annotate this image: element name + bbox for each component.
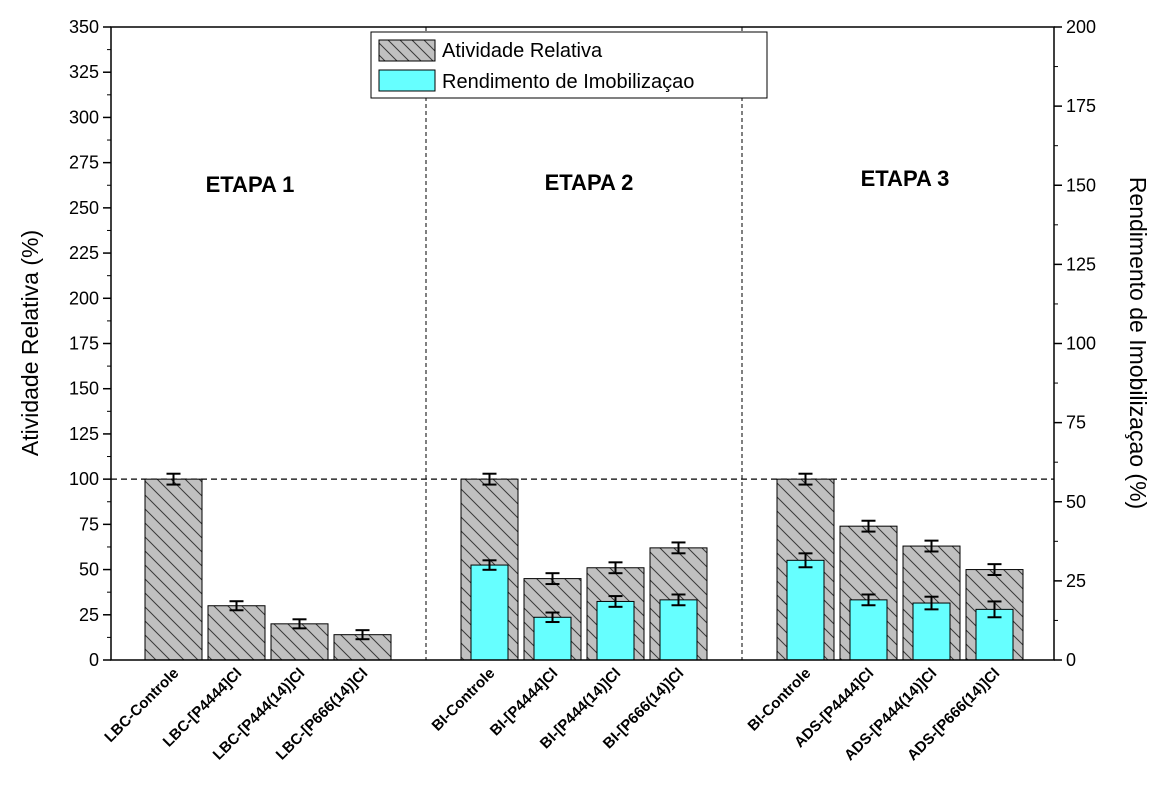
y2-tick-label-100: 100: [1066, 334, 1096, 354]
errorbar-rendimento-g2-4: [671, 593, 686, 607]
y-tick-label-150: 150: [69, 379, 99, 399]
legend-box: [370, 31, 768, 99]
errorbar-atividade-g3-1: [798, 472, 813, 486]
category-labels: LBC-ControleLBC-[P4444]ClLBC-[P444(14)]C…: [101, 665, 1003, 764]
bar-rendimento-g2-1: [470, 564, 509, 661]
errorbar-rendimento-g3-4: [987, 600, 1002, 619]
stage-label-3: ETAPA 3: [861, 166, 950, 191]
errorbar-atividade-g1-1: [166, 472, 181, 486]
reference-lines: [111, 27, 1054, 660]
y2-tick-label-75: 75: [1066, 413, 1086, 433]
y-tick-label-250: 250: [69, 198, 99, 218]
errorbar-rendimento-g2-1: [482, 559, 497, 571]
bar-atividade-g1-2: [207, 605, 266, 661]
y-tick-label-50: 50: [79, 560, 99, 580]
y2-tick-label-25: 25: [1066, 571, 1086, 591]
errorbar-atividade-g2-4: [671, 541, 686, 555]
bar-rendimento-g3-3: [912, 602, 951, 661]
y2-tick-label-125: 125: [1066, 254, 1096, 274]
category-label-g3-1: BI-Controle: [745, 665, 815, 735]
errorbar-atividade-g3-2: [861, 519, 876, 533]
y2-tick-label-50: 50: [1066, 492, 1086, 512]
errorbar-rendimento-g2-2: [545, 611, 560, 624]
errorbar-rendimento-g2-3: [608, 595, 623, 608]
y-tick-label-300: 300: [69, 107, 99, 127]
stage-label-1: ETAPA 1: [206, 172, 295, 197]
y-tick-label-25: 25: [79, 605, 99, 625]
y2-tick-label-200: 200: [1066, 17, 1096, 37]
bar-rendimento-g2-2: [533, 616, 572, 661]
errorbar-atividade-g1-3: [292, 618, 307, 630]
y-tick-label-325: 325: [69, 62, 99, 82]
y-tick-label-125: 125: [69, 424, 99, 444]
legend-swatch-rendimento: [378, 69, 436, 92]
y2-tick-label-150: 150: [1066, 175, 1096, 195]
y2-axis-title: Rendimento de Imobilizaçao (%): [1125, 177, 1149, 509]
y-axis-title: Atividade Relativa (%): [17, 230, 43, 456]
y-tick-label-175: 175: [69, 334, 99, 354]
bar-atividade-g1-1: [144, 478, 203, 661]
legend: Atividade Relativa Rendimento de Imobili…: [370, 31, 768, 99]
bar-rendimento-g3-2: [849, 599, 888, 661]
y-tick-label-200: 200: [69, 288, 99, 308]
errorbar-atividade-g3-4: [987, 563, 1002, 576]
y-tick-label-350: 350: [69, 17, 99, 37]
errorbar-rendimento-g3-3: [924, 595, 939, 611]
y-tick-label-225: 225: [69, 243, 99, 263]
bars: [144, 472, 1024, 661]
errorbar-atividade-g1-2: [229, 600, 244, 612]
errorbar-atividade-g2-2: [545, 572, 560, 586]
y-tick-label-75: 75: [79, 514, 99, 534]
legend-label-atividade: Atividade Relativa: [442, 40, 603, 62]
category-label-g2-1: BI-Controle: [429, 665, 499, 735]
errorbar-rendimento-g3-2: [861, 593, 876, 607]
legend-swatch-atividade: [378, 39, 436, 62]
y2-tick-label-175: 175: [1066, 96, 1096, 116]
errorbar-atividade-g2-1: [482, 472, 497, 486]
errorbar-rendimento-g3-1: [798, 552, 813, 569]
stage-label-2: ETAPA 2: [545, 170, 634, 195]
errorbar-atividade-g1-4: [355, 629, 370, 641]
axes: 0255075100125150175200225250275300325350…: [69, 17, 1096, 670]
errorbar-atividade-g2-3: [608, 561, 623, 575]
legend-label-rendimento: Rendimento de Imobilizaçao: [442, 71, 694, 93]
y-tick-label-100: 100: [69, 469, 99, 489]
bar-rendimento-g2-3: [596, 600, 635, 661]
bar-rendimento-g2-4: [659, 599, 698, 661]
y-tick-label-0: 0: [89, 650, 99, 670]
y2-tick-label-0: 0: [1066, 650, 1076, 670]
bar-rendimento-g3-1: [786, 559, 825, 661]
stage-labels: ETAPA 1 ETAPA 2 ETAPA 3: [206, 166, 950, 197]
errorbar-atividade-g3-3: [924, 539, 939, 553]
y-tick-label-275: 275: [69, 153, 99, 173]
